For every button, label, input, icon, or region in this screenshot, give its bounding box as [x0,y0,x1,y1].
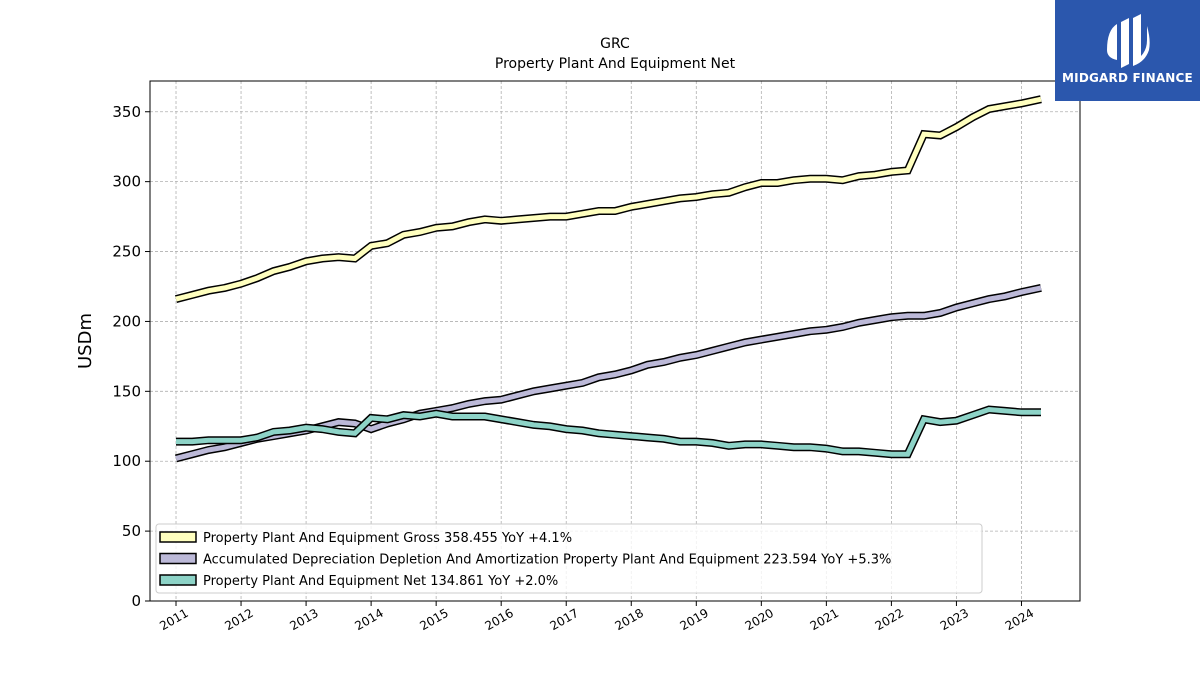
y-tick-label: 250 [112,243,141,261]
midgard-finance-logo: MIDGARD FINANCE [1055,0,1200,101]
legend-frame [155,523,983,594]
series-line [176,406,1041,457]
x-tick-label: 2024 [1003,606,1036,633]
y-tick-label: 200 [112,312,141,330]
y-tick-label: 100 [112,452,141,470]
logo-mark-icon [1107,14,1150,68]
y-tick-label: 0 [131,592,141,610]
x-tick-label: 2021 [808,606,841,633]
x-tick-label: 2020 [743,606,776,633]
logo-text: MIDGARD FINANCE [1062,71,1193,85]
legend-label: Property Plant And Equipment Gross 358.4… [203,531,572,546]
x-tick-label: 2015 [417,606,450,633]
series-line [175,96,1042,302]
legend-label: Accumulated Depreciation Depletion And A… [203,553,891,568]
legend-swatch [159,552,197,565]
x-tick-label: 2023 [938,606,971,633]
series-layer [175,95,1042,463]
chart-subtitle: Property Plant And Equipment Net [495,56,736,72]
x-tick-label: 2016 [482,606,515,633]
x-tick-label: 2013 [287,606,320,633]
series-2 [176,405,1041,459]
series-line-outline [175,95,1042,303]
legend: Property Plant And Equipment Gross 358.4… [155,523,983,594]
y-tick-label: 50 [122,522,141,540]
y-tick-label: 350 [112,103,141,121]
x-tick-label: 2014 [352,606,385,633]
legend-swatch [159,574,197,586]
series-0 [175,95,1042,303]
y-axis-label: USDm [75,313,96,369]
x-tick-label: 2019 [678,606,711,633]
chart-title: GRC [600,36,630,52]
x-tick-label: 2018 [613,606,646,633]
x-tick-label: 2022 [873,606,906,633]
x-axis: 2011 2012 2013 2014 2015 2016 2017 2018 2019 2020… [157,601,1036,633]
x-tick-label: 2012 [222,606,255,633]
y-tick-label: 300 [112,173,141,191]
legend-label: Property Plant And Equipment Net 134.861… [203,574,558,589]
x-tick-label: 2017 [547,606,580,633]
grid-lines [150,81,1080,602]
plot-frame [149,80,1081,602]
x-tick-label: 2011 [157,606,190,633]
y-axis: 0 50 100 150 200 250 300 350 [112,103,150,610]
y-tick-label: 150 [112,382,141,400]
legend-swatch [159,531,197,543]
